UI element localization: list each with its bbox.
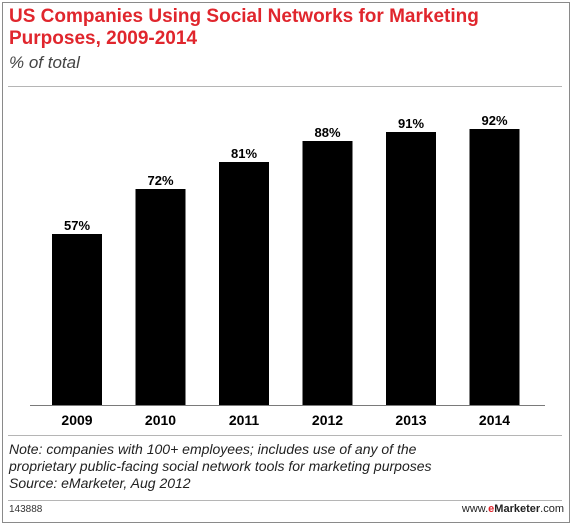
x-tick-label-2012: 2012 [312, 412, 343, 428]
top-divider [8, 86, 562, 87]
data-label-2012: 88% [314, 125, 340, 140]
brand-name: Marketer [494, 503, 541, 515]
brand-prefix: www. [461, 503, 489, 515]
bar-2013 [386, 132, 436, 405]
data-label-2009: 57% [64, 218, 90, 233]
chart-note: Note: companies with 100+ employees; inc… [9, 441, 561, 492]
chart-title-line-1: US Companies Using Social Networks for M… [9, 6, 479, 27]
brand-suffix: .com [540, 503, 564, 515]
x-tick-label-2013: 2013 [395, 412, 426, 428]
note-line-2: proprietary public-facing social network… [9, 458, 432, 474]
chart-title-line-2: Purposes, 2009-2014 [9, 28, 198, 49]
chart-bottom-divider [8, 435, 562, 436]
brand-e: e [488, 503, 495, 515]
x-tick-label-2011: 2011 [229, 412, 260, 428]
chart-id: 143888 [9, 504, 43, 515]
bar-2014 [469, 129, 520, 405]
x-tick-label-2009: 2009 [61, 412, 92, 428]
x-tick-label-2010: 2010 [145, 412, 176, 428]
data-label-2010: 72% [147, 173, 173, 188]
data-label-2014: 92% [481, 113, 507, 128]
chart-subtitle: % of total [9, 53, 80, 72]
footer-divider [8, 500, 562, 501]
bar-2009 [52, 234, 102, 405]
x-tick-label-2014: 2014 [479, 412, 510, 428]
bar-2011 [219, 162, 269, 405]
chart-title: US Companies Using Social Networks for M… [9, 6, 559, 50]
source-line: Source: eMarketer, Aug 2012 [9, 475, 191, 491]
bar-2010 [135, 189, 186, 405]
note-line-1: Note: companies with 100+ employees; inc… [9, 441, 417, 457]
data-label-2013: 91% [398, 116, 424, 131]
data-label-2011: 81% [231, 146, 257, 161]
bar-2012 [302, 141, 353, 405]
brand-url[interactable]: www.eMarketer.com [462, 503, 564, 515]
